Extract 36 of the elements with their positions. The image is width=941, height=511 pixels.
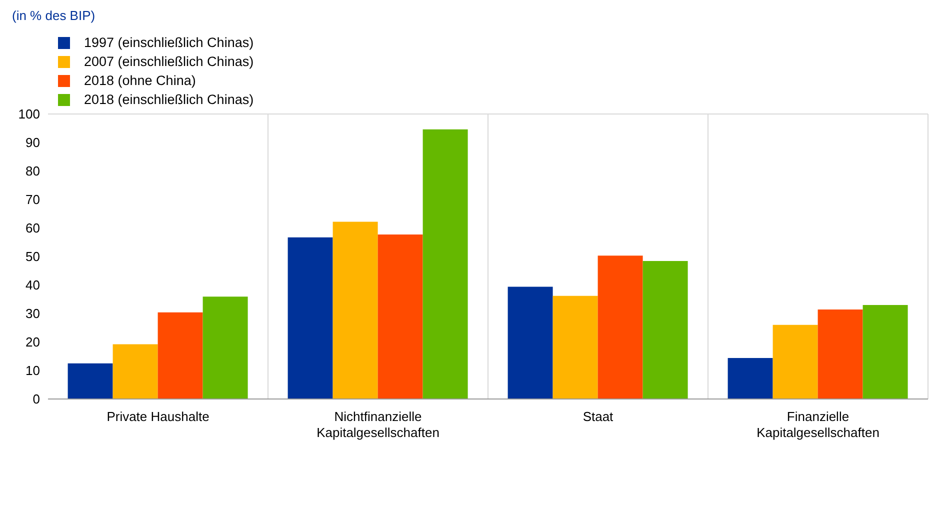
x-tick-label: Finanzielle Kapitalgesellschaften <box>756 409 880 440</box>
bar <box>862 304 908 399</box>
bar <box>378 234 423 399</box>
bar <box>422 129 468 399</box>
bar <box>332 222 378 399</box>
legend-label: 2018 (ohne China) <box>84 73 196 88</box>
bar <box>202 296 248 399</box>
bar <box>598 256 643 399</box>
y-tick-label: 30 <box>26 306 40 322</box>
x-tick-label: Nichtfinanzielle Kapitalgesellschaften <box>316 409 440 440</box>
y-tick-label: 70 <box>26 192 40 208</box>
bar <box>508 286 553 399</box>
bar <box>728 358 773 399</box>
legend-label: 2007 (einschließlich Chinas) <box>84 54 254 69</box>
bar <box>642 261 688 399</box>
y-tick-label: 0 <box>32 392 40 407</box>
chart-title: (in % des BIP) <box>12 8 96 23</box>
bar <box>112 344 158 399</box>
x-tick-label: Private Haushalte <box>106 409 210 424</box>
y-tick-label: 90 <box>26 135 40 150</box>
bar <box>158 312 203 399</box>
y-tick-label: 20 <box>26 334 40 350</box>
bar <box>772 324 818 399</box>
bar <box>288 237 333 399</box>
x-tick-label: Staat <box>582 409 614 424</box>
y-tick-label: 100 <box>18 106 40 122</box>
y-tick-label: 60 <box>26 220 40 236</box>
bar <box>818 310 863 399</box>
y-tick-label: 10 <box>26 363 40 378</box>
y-tick-label: 50 <box>26 249 40 264</box>
y-tick-label: 80 <box>26 164 40 179</box>
legend-label: 1997 (einschließlich Chinas) <box>84 35 254 50</box>
bar <box>68 363 113 399</box>
bar <box>552 296 598 399</box>
legend-label: 2018 (einschließlich Chinas) <box>84 92 254 107</box>
y-tick-label: 40 <box>26 278 40 293</box>
